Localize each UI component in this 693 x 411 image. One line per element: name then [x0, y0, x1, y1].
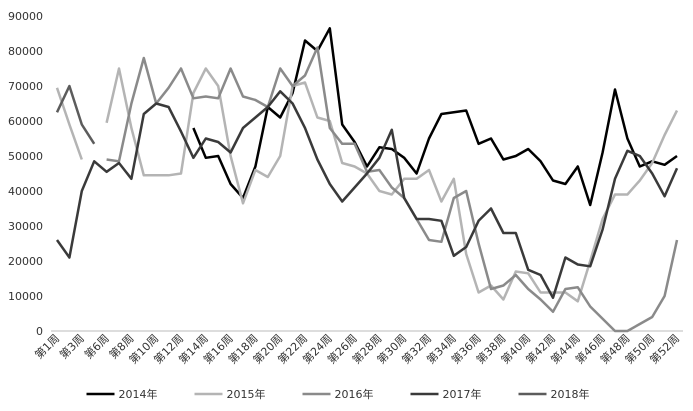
- y-tick-label: 60000: [8, 115, 43, 128]
- x-tick-label: 第6周: [81, 331, 111, 361]
- y-tick-label: 10000: [8, 290, 43, 303]
- line-series: [192, 27, 678, 207]
- legend-label: 2014年: [119, 387, 158, 401]
- y-tick-label: 70000: [8, 80, 43, 93]
- y-tick-label: 0: [36, 325, 43, 338]
- line-series: [55, 84, 96, 145]
- line-series: [106, 46, 679, 333]
- legend-label: 2015年: [227, 387, 266, 401]
- y-tick-label: 80000: [8, 45, 43, 58]
- y-tick-label: 30000: [8, 220, 43, 233]
- legend-label: 2018年: [551, 387, 590, 401]
- line-series: [55, 90, 679, 300]
- y-tick-label: 20000: [8, 255, 43, 268]
- legend-label: 2017年: [443, 387, 482, 401]
- legend-label: 2016年: [335, 387, 374, 401]
- line-series: [55, 67, 679, 303]
- y-tick-label: 90000: [8, 10, 43, 23]
- y-tick-label: 40000: [8, 185, 43, 198]
- x-tick-label: 第3周: [57, 331, 87, 361]
- y-tick-label: 50000: [8, 150, 43, 163]
